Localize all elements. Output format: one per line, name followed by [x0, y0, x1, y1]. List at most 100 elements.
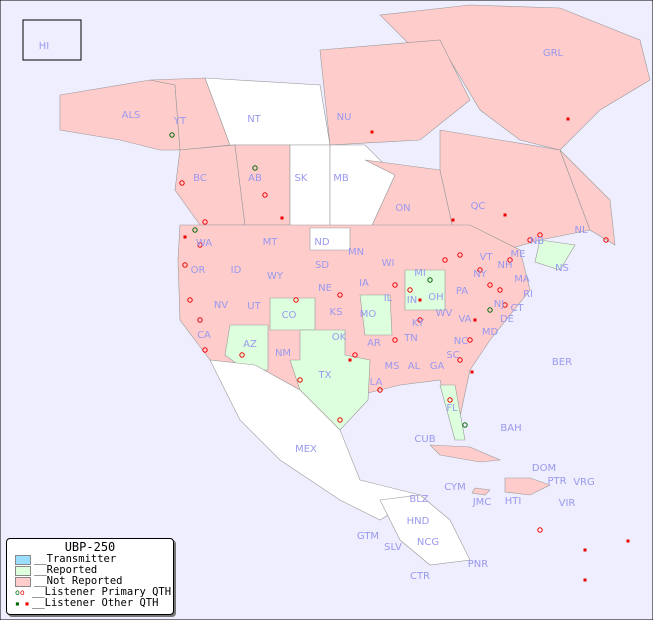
region-label-nl: NL	[574, 225, 587, 236]
primary-qth-marker	[192, 227, 198, 233]
region-label-ne: NE	[318, 283, 332, 294]
primary-qth-marker	[239, 352, 245, 358]
primary-qth-marker	[202, 347, 208, 353]
land-regions	[59, 4, 651, 566]
region-label-dom: DOM	[532, 463, 556, 474]
region-label-nt: NT	[247, 114, 261, 125]
region-label-ga: GA	[430, 361, 445, 372]
region-label-il: IL	[384, 293, 393, 304]
region-label-wi: WI	[382, 258, 395, 269]
primary-qth-marker	[457, 357, 463, 363]
primary-qth-marker	[179, 180, 185, 186]
region-HTI-DOM	[504, 477, 551, 496]
region-label-pnr: PNR	[468, 559, 489, 570]
legend-transmitter: __Transmitter	[15, 554, 173, 565]
region-label-az: AZ	[243, 339, 257, 350]
region-label-hnd: HND	[407, 516, 430, 527]
legend-label: __Listener Other QTH	[32, 597, 159, 609]
primary-qth-marker	[182, 262, 188, 268]
region-label-on: ON	[395, 203, 410, 214]
primary-qth-marker	[407, 287, 413, 293]
primary-qth-marker	[537, 232, 543, 238]
legend-label: __Not Reported	[34, 575, 123, 587]
primary-qth-marker	[392, 337, 398, 343]
region-label-vir: VIR	[559, 498, 576, 509]
region-label-ca: CA	[197, 330, 211, 341]
region-label-mn: MN	[348, 247, 364, 258]
region-label-la: LA	[370, 377, 383, 388]
region-label-bah: BAH	[500, 423, 521, 434]
region-label-nb: NB	[530, 236, 544, 247]
other-qth-marker	[348, 358, 352, 362]
region-label-hi: HI	[39, 41, 49, 52]
legend-label: __Transmitter	[34, 553, 117, 565]
region-label-ky: KY	[412, 318, 425, 329]
region-label-nm: NM	[275, 348, 291, 359]
region-IN-OH	[404, 269, 446, 311]
region-label-co: CO	[282, 310, 297, 321]
region-ND	[309, 227, 351, 251]
region-NS	[534, 239, 576, 271]
region-label-cym: CYM	[444, 482, 466, 493]
primary-qth-marker	[603, 237, 609, 243]
region-NU	[319, 39, 471, 146]
other-qth-marker	[583, 578, 587, 582]
region-label-ut: UT	[247, 301, 261, 312]
region-label-id: ID	[231, 265, 242, 276]
region-label-wy: WY	[267, 271, 284, 282]
region-label-ctr: CTR	[410, 571, 430, 582]
primary-qth-marker	[497, 287, 503, 293]
primary-qth-marker	[169, 132, 175, 138]
legend-label: __Listener Primary QTH	[32, 586, 172, 598]
region-FL	[439, 384, 466, 441]
other-qth-marker	[503, 213, 507, 217]
region-AB	[234, 144, 291, 226]
region-label-tx: TX	[318, 370, 332, 381]
primary-qth-marker	[487, 282, 493, 288]
other-qth-marker	[418, 298, 422, 302]
region-label-tn: TN	[403, 333, 418, 344]
primary-qth-marker	[502, 302, 508, 308]
region-label-mo: MO	[360, 309, 377, 320]
primary-qth-marker	[427, 277, 433, 283]
region-label-ct: CT	[510, 303, 524, 314]
region-label-blz: BLZ	[409, 494, 428, 505]
region-label-mex: MEX	[295, 444, 317, 455]
primary-qth-marker	[202, 219, 208, 225]
transmitter-swatch	[15, 554, 31, 565]
square-marker-icon: ▪ ▪	[15, 598, 30, 608]
region-label-mt: MT	[263, 237, 279, 248]
primary-qth-marker	[467, 337, 473, 343]
primary-qth-marker	[377, 387, 383, 393]
primary-qth-marker	[447, 397, 453, 403]
other-qth-marker	[280, 216, 284, 220]
region-label-sk: SK	[295, 173, 308, 184]
other-qth-marker	[566, 117, 570, 121]
other-qth-marker	[473, 318, 477, 322]
region-label-pa: PA	[456, 286, 468, 297]
region-JMC	[471, 487, 491, 496]
region-label-ri: RI	[523, 289, 533, 300]
region-label-ms: MS	[385, 361, 400, 372]
hawaii-inset	[22, 19, 82, 61]
other-qth-marker	[451, 218, 455, 222]
region-label-vt: VT	[480, 252, 494, 263]
region-label-fl: FL	[446, 403, 458, 414]
region-label-al: AL	[408, 361, 421, 372]
primary-qth-marker	[457, 252, 463, 258]
region-label-de: DE	[500, 314, 514, 325]
primary-qth-marker	[352, 352, 358, 358]
region-MO	[359, 294, 393, 336]
region-label-hti: HTI	[505, 496, 522, 507]
region-label-ptr: PTR	[547, 476, 566, 487]
other-qth-marker	[183, 235, 187, 239]
region-label-md: MD	[482, 327, 499, 338]
other-qth-marker	[583, 548, 587, 552]
region-label-or: OR	[191, 265, 206, 276]
region-label-ar: AR	[367, 338, 381, 349]
region-label-nh: NH	[498, 260, 513, 271]
primary-qth-marker	[293, 297, 299, 303]
primary-qth-marker	[442, 257, 448, 263]
region-label-als: ALS	[122, 110, 141, 121]
region-label-bc: BC	[193, 173, 207, 184]
